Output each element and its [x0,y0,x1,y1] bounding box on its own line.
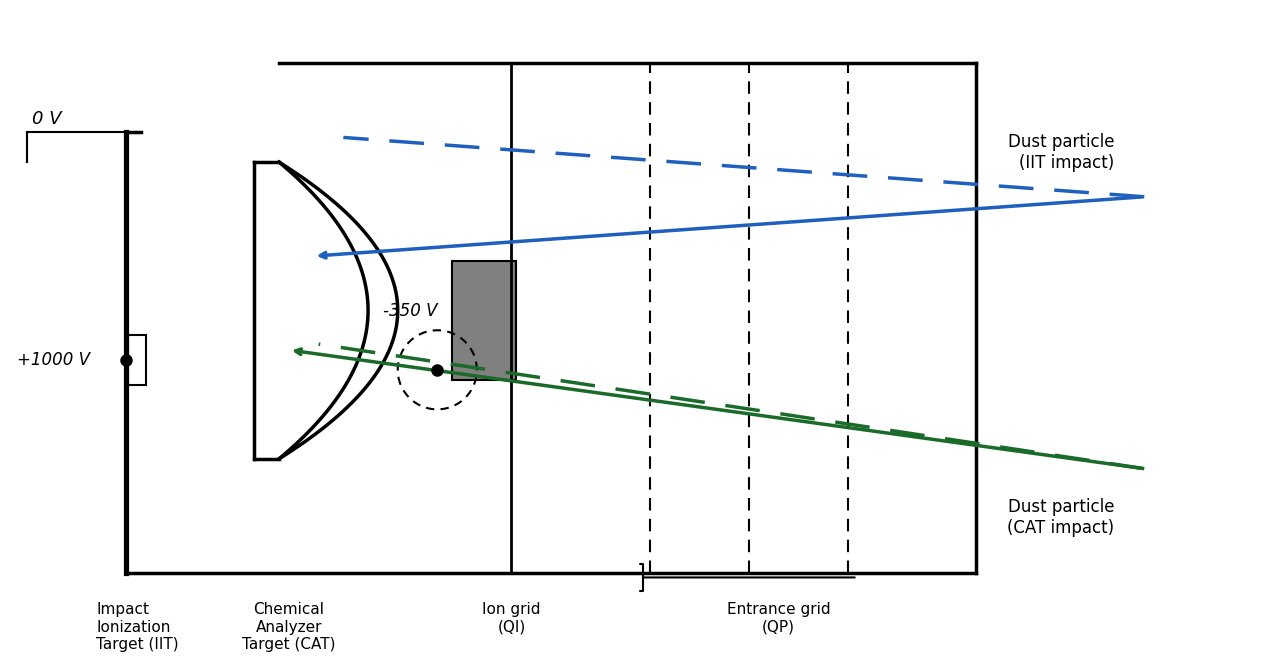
Text: Ion grid
(QI): Ion grid (QI) [482,602,541,635]
Text: 0 V: 0 V [32,110,61,127]
Text: Chemical
Analyzer
Target (CAT): Chemical Analyzer Target (CAT) [242,602,336,652]
Text: -350 V: -350 V [383,302,438,320]
Text: Dust particle
(IIT impact): Dust particle (IIT impact) [1008,133,1115,172]
Text: Impact
Ionization
Target (IIT): Impact Ionization Target (IIT) [96,602,179,652]
Bar [128,335,145,384]
Text: Dust particle
(CAT impact): Dust particle (CAT impact) [1008,499,1115,537]
Text: +1000 V: +1000 V [17,351,91,369]
Bar [452,261,517,380]
Text: Entrance grid
(QP): Entrance grid (QP) [726,602,831,635]
